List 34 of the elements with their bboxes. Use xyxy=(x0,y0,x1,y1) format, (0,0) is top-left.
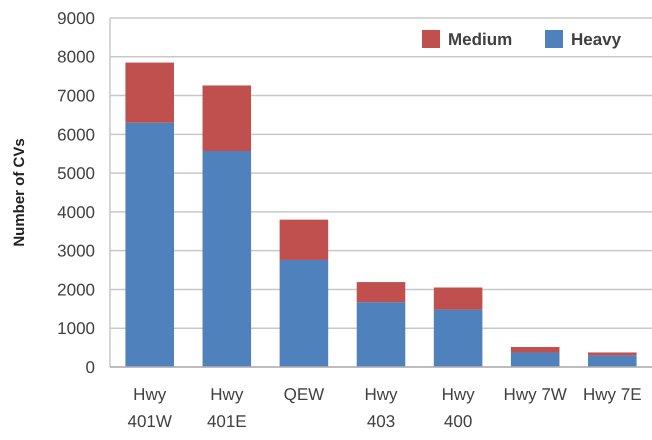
bar xyxy=(280,220,328,260)
bar xyxy=(356,302,406,367)
x-tick-label: Hwy 7W xyxy=(504,385,567,404)
y-tick-label: 6000 xyxy=(57,125,95,144)
x-tick-label: Hwy 400 xyxy=(442,385,476,431)
bar xyxy=(588,355,637,367)
bar xyxy=(202,85,252,152)
y-tick-label: 2000 xyxy=(57,280,95,300)
x-tick-label: Hwy 401W xyxy=(127,385,172,431)
bar xyxy=(510,347,560,352)
y-tick-label: 8000 xyxy=(57,48,95,67)
y-tick-label: 0 xyxy=(86,358,95,377)
bar xyxy=(588,352,637,356)
bar xyxy=(356,282,406,302)
x-tick-label: Hwy 7E xyxy=(583,385,642,404)
bar xyxy=(125,62,174,123)
x-tick-label: Hwy 403 xyxy=(364,385,398,431)
y-tick-label: 3000 xyxy=(57,242,95,261)
x-tick-label: Hwy 401E xyxy=(206,385,247,431)
y-tick-label: 7000 xyxy=(57,86,95,106)
x-tick-label: QEW xyxy=(284,385,324,404)
bar xyxy=(202,151,252,367)
bar xyxy=(125,122,174,367)
bar xyxy=(434,288,482,310)
bar xyxy=(280,260,328,367)
legend-label: Heavy xyxy=(571,30,622,49)
bar xyxy=(510,352,560,367)
y-tick-label: 5000 xyxy=(57,164,95,184)
legend-label: Medium xyxy=(448,30,512,49)
y-tick-label: 9000 xyxy=(57,8,95,28)
bar xyxy=(434,310,482,367)
y-tick-label: 1000 xyxy=(57,319,95,338)
y-tick-label: 4000 xyxy=(57,202,95,222)
y-axis-title: Number of CVs xyxy=(11,138,28,247)
